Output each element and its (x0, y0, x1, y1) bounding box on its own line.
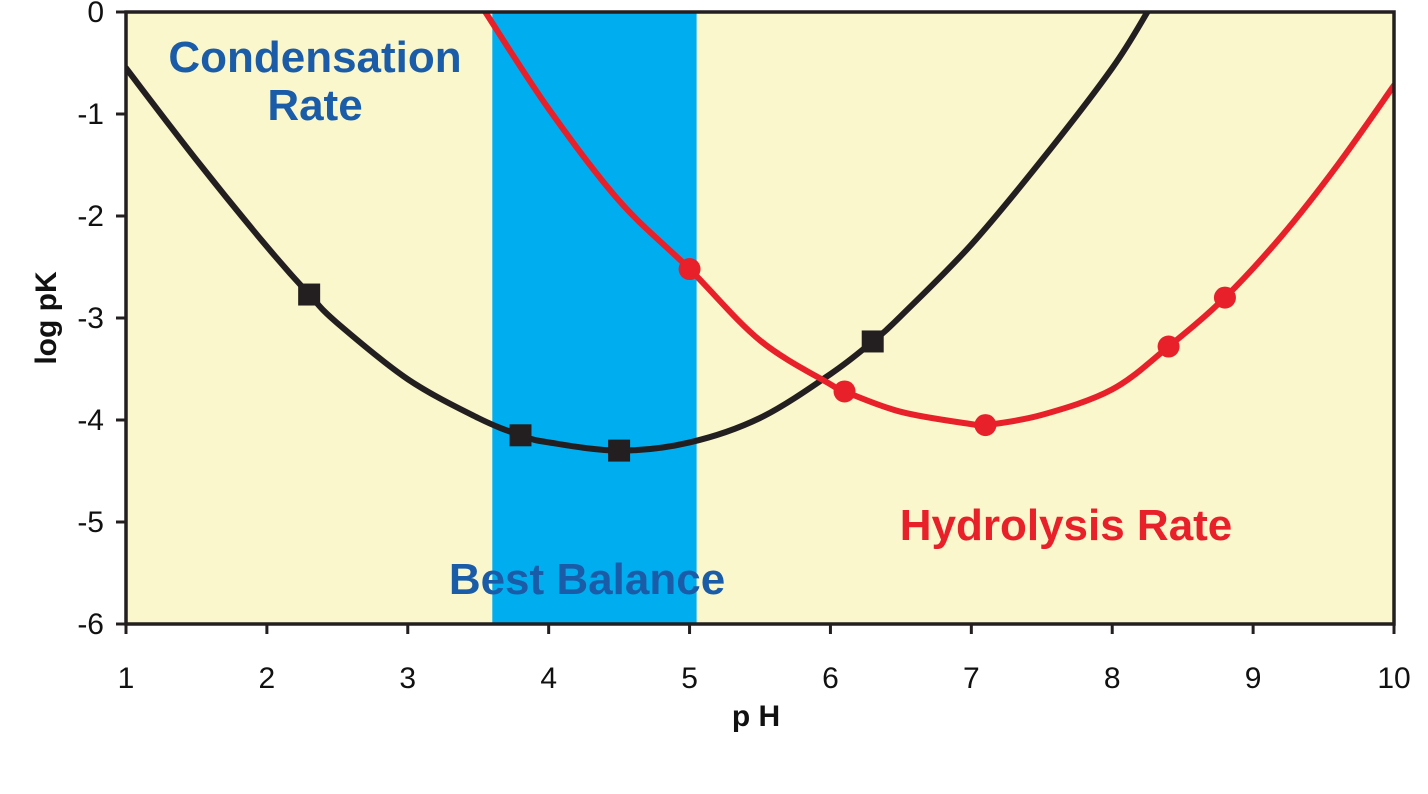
best-balance-label: Best Balance (449, 555, 725, 604)
y-tick-label: -4 (77, 404, 104, 437)
y-axis-title: log pK (30, 271, 63, 365)
series-1 (126, 12, 1151, 462)
condensation-label-line1: Condensation (168, 33, 461, 82)
x-tick-label: 3 (399, 662, 416, 695)
x-tick-label: 5 (681, 662, 698, 695)
data-point (678, 258, 701, 281)
x-tick-label: 10 (1377, 662, 1410, 695)
data-point (833, 380, 856, 403)
x-tick-label: 1 (118, 662, 135, 695)
y-tick-label: -3 (77, 302, 104, 335)
y-tick-label: -2 (77, 200, 104, 233)
y-tick-label: -5 (77, 506, 104, 539)
x-tick-label: 8 (1104, 662, 1121, 695)
data-point (509, 424, 532, 447)
data-point (974, 414, 997, 437)
x-tick-label: 6 (822, 662, 839, 695)
series-line (482, 12, 1394, 429)
x-axis-title: p H (732, 700, 780, 733)
x-tick-label: 4 (540, 662, 557, 695)
y-tick-label: 0 (87, 0, 104, 29)
annotations: Condensation Rate Hydrolysis Rate Best B… (168, 33, 1232, 604)
condensation-label-line2: Rate (267, 81, 362, 130)
best-balance-band (492, 12, 697, 624)
x-tick-label: 2 (259, 662, 276, 695)
x-tick-label: 9 (1245, 662, 1262, 695)
x-tick-label: 7 (963, 662, 980, 695)
series-layer (126, 12, 1394, 462)
series-2 (482, 12, 1394, 437)
data-point (1213, 286, 1236, 309)
y-tick-label: -6 (77, 608, 104, 641)
data-point (298, 283, 321, 306)
y-tick-label: -1 (77, 98, 104, 131)
data-point (608, 439, 631, 462)
hydrolysis-label: Hydrolysis Rate (900, 501, 1233, 550)
data-point (861, 330, 884, 353)
data-point (1157, 335, 1180, 358)
plot-background (126, 12, 1394, 624)
axis-ticks: 1 2 3 4 5 6 7 8 9 10 0 -1 -2 -3 -4 -5 -6 (77, 0, 1410, 695)
